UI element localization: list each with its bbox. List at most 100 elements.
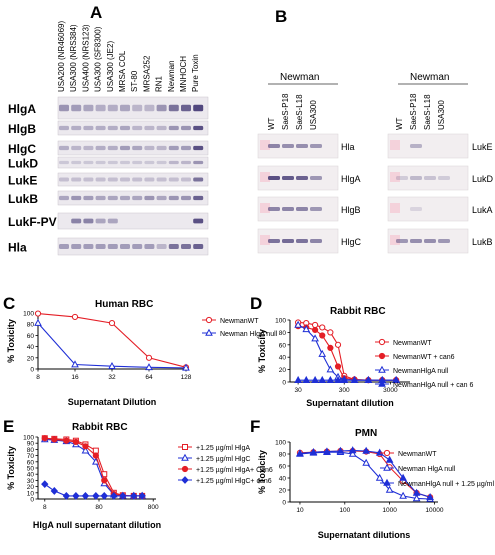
lane-label: ST-80 xyxy=(130,70,139,92)
blot-band xyxy=(193,145,204,151)
data-point xyxy=(348,446,357,454)
y-tick-label: 60 xyxy=(27,333,35,340)
data-point xyxy=(108,319,116,327)
y-tick-label: 70 xyxy=(27,453,35,460)
x-axis-label: Supernatant dilution xyxy=(306,398,394,408)
strain-label: Newman xyxy=(280,72,319,83)
x-tick-label: 30 xyxy=(295,387,303,394)
blot-strip xyxy=(57,156,209,169)
blot-band xyxy=(268,207,280,211)
blot-band xyxy=(144,243,155,250)
blot-strip xyxy=(57,237,209,256)
legend-label: Newman HlgA null xyxy=(220,331,278,338)
lane-label: RN1 xyxy=(155,75,164,92)
y-axis-label: % Toxicity xyxy=(6,446,16,490)
x-tick-label: 10 xyxy=(296,507,304,514)
ladder-mark xyxy=(260,235,270,245)
blot-band xyxy=(107,218,118,224)
blot-band xyxy=(144,125,155,131)
blot-band xyxy=(83,104,94,112)
data-point xyxy=(378,352,386,360)
blot-strip xyxy=(57,212,209,230)
blot-band xyxy=(168,125,179,131)
chart-title: Human RBC xyxy=(95,299,153,310)
data-point xyxy=(327,344,334,351)
blot-band xyxy=(156,145,167,151)
blot-band xyxy=(71,218,82,224)
blot-band xyxy=(156,195,167,201)
data-point xyxy=(383,478,391,486)
blot-band xyxy=(132,145,143,151)
data-point xyxy=(334,341,342,348)
blot-row-label: HlgC xyxy=(8,142,36,156)
data-point xyxy=(340,375,349,383)
y-axis-label: % Toxicity xyxy=(257,450,267,494)
y-tick-label: 20 xyxy=(27,355,35,362)
data-point xyxy=(318,375,327,383)
series-line xyxy=(44,483,143,497)
blot-band xyxy=(120,125,130,131)
legend-label: NewmanHlgA null + can 6 xyxy=(393,382,473,389)
blot-band xyxy=(71,125,82,131)
blot-band xyxy=(193,177,204,182)
blot-band xyxy=(71,243,82,250)
y-tick-label: 0 xyxy=(282,380,286,387)
data-point xyxy=(399,491,407,499)
series-line xyxy=(44,437,143,497)
y-axis-label: % Toxicity xyxy=(257,329,267,373)
blot-strip xyxy=(387,133,469,159)
blot-band xyxy=(71,177,82,182)
lane-label: USA200 (NR46069) xyxy=(57,21,66,92)
blot-band xyxy=(120,243,130,250)
blot-strip xyxy=(57,172,209,187)
blot-row-label: Hla xyxy=(341,142,355,152)
blot-band xyxy=(310,144,322,148)
blot-band xyxy=(156,160,167,165)
blot-band xyxy=(282,239,294,243)
blot-row-label: HlgC xyxy=(341,237,362,247)
data-point xyxy=(348,449,357,457)
data-point xyxy=(294,320,302,328)
blot-band xyxy=(193,104,204,112)
y-tick-label: 20 xyxy=(279,367,287,374)
blot-row-label: LukD xyxy=(8,157,38,171)
blot-band xyxy=(95,125,106,131)
x-axis-label: HlgA null supernatant dilution xyxy=(33,520,161,530)
legend-label: NewmanWT xyxy=(398,451,437,458)
data-point xyxy=(71,360,79,368)
data-point xyxy=(399,473,407,481)
data-point xyxy=(311,375,319,383)
data-point xyxy=(334,375,342,383)
data-point xyxy=(350,375,359,383)
lane-label: WT xyxy=(395,117,404,130)
panel-letter: A xyxy=(90,3,102,22)
y-axis-label: % Toxicity xyxy=(6,319,16,363)
lane-label: MNHOCH xyxy=(179,56,188,92)
blot-band xyxy=(168,243,179,250)
blot-band xyxy=(193,125,204,131)
y-tick-label: 10 xyxy=(27,490,35,497)
blot-band xyxy=(71,195,82,201)
lane-label: USA300 (SF8300) xyxy=(94,26,103,92)
lane-label: MRSA252 xyxy=(142,55,151,92)
data-point xyxy=(82,443,89,450)
x-tick-label: 800 xyxy=(148,504,159,511)
data-point xyxy=(51,436,58,443)
blot-band xyxy=(107,243,118,250)
data-point xyxy=(302,375,311,383)
y-tick-label: 80 xyxy=(279,452,287,459)
blot-band xyxy=(59,125,69,131)
blot-band xyxy=(282,207,294,211)
x-tick-label: 32 xyxy=(108,374,116,381)
y-tick-label: 40 xyxy=(279,476,287,483)
data-point xyxy=(41,435,48,442)
data-point xyxy=(145,363,153,371)
y-tick-label: 80 xyxy=(27,322,35,329)
y-tick-label: 40 xyxy=(27,344,35,351)
data-point xyxy=(100,491,108,500)
blot-band xyxy=(181,177,191,182)
data-point xyxy=(181,453,189,461)
ladder-mark xyxy=(260,203,270,213)
